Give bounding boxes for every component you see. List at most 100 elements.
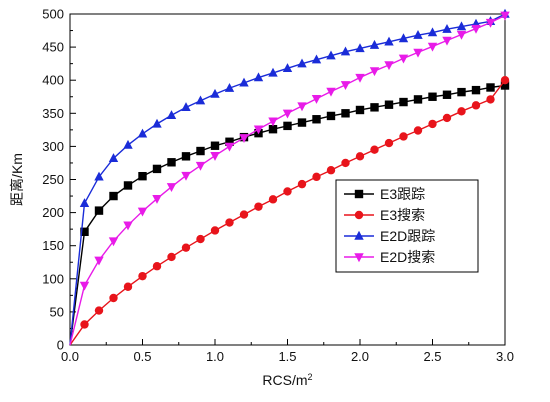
y-tick-label: 150	[42, 238, 64, 253]
series-1	[69, 81, 510, 346]
data-point	[413, 126, 423, 135]
data-point	[384, 36, 394, 46]
data-point	[79, 281, 90, 291]
data-point	[138, 271, 147, 281]
y-tick-label: 0	[57, 338, 64, 353]
x-tick-label: 3.0	[496, 349, 514, 364]
data-point	[413, 29, 423, 39]
data-point	[485, 18, 496, 28]
data-point	[282, 109, 293, 119]
data-point	[94, 171, 104, 181]
data-point	[254, 202, 263, 211]
data-point	[152, 194, 162, 204]
data-point	[282, 63, 293, 72]
data-point	[340, 46, 351, 56]
legend-marker	[354, 189, 364, 199]
data-point	[442, 36, 452, 46]
data-point	[486, 83, 495, 92]
series-2	[69, 76, 510, 346]
data-point	[210, 88, 220, 98]
data-point	[210, 141, 220, 150]
data-point	[442, 90, 452, 99]
data-point	[94, 256, 104, 266]
legend-label: E2D跟踪	[380, 228, 435, 244]
data-point	[268, 195, 278, 204]
data-point	[370, 103, 379, 112]
data-point	[428, 119, 437, 129]
data-point	[340, 81, 351, 91]
data-point	[181, 152, 191, 161]
data-point	[384, 100, 394, 109]
legend-item: E2D跟踪	[344, 228, 435, 244]
data-point	[109, 293, 118, 303]
x-tick-label: 2.0	[351, 349, 369, 364]
y-axis-title: 距离/Km	[9, 153, 25, 206]
data-point	[297, 179, 307, 189]
data-point	[225, 137, 234, 146]
data-point	[341, 158, 350, 168]
data-point	[239, 77, 249, 87]
data-point	[138, 171, 147, 181]
data-point	[123, 282, 133, 291]
data-point	[471, 101, 481, 110]
data-point	[253, 125, 264, 135]
data-point	[341, 109, 350, 118]
data-point	[398, 33, 409, 43]
y-axis-ticks: 0 50 100 150 200 250 300 350 400 450 500	[42, 7, 76, 353]
y-tick-label: 350	[42, 106, 64, 121]
data-point	[268, 124, 278, 134]
data-point	[181, 102, 191, 112]
data-point	[210, 151, 220, 161]
x-axis-title-sup: 2	[308, 372, 313, 382]
legend-label: E3跟踪	[380, 186, 425, 202]
y-tick-label: 400	[42, 73, 64, 88]
data-point	[500, 11, 510, 21]
data-point	[253, 72, 264, 82]
data-point	[195, 95, 206, 105]
x-tick-label: 1.5	[278, 349, 296, 364]
data-point	[442, 113, 452, 123]
data-point	[297, 118, 307, 127]
data-point	[283, 187, 292, 196]
data-point	[312, 115, 321, 124]
data-point	[500, 76, 510, 85]
y-tick-label: 250	[42, 172, 64, 187]
data-point	[80, 227, 89, 236]
data-point	[413, 48, 423, 58]
data-point	[123, 139, 133, 149]
data-point	[108, 153, 119, 163]
data-point	[137, 207, 148, 217]
data-point	[109, 191, 118, 201]
legend-label: E2D搜索	[380, 249, 435, 265]
y-tick-label: 300	[42, 139, 64, 154]
data-point	[224, 82, 235, 92]
data-point	[123, 221, 133, 231]
data-point	[268, 67, 278, 77]
data-point	[326, 87, 336, 97]
data-point	[312, 172, 321, 182]
y-tick-label: 50	[50, 304, 64, 319]
x-axis-title: RCS/m2	[262, 372, 312, 388]
data-point	[384, 138, 394, 148]
legend-item: E2D搜索	[344, 249, 435, 265]
x-tick-label: 2.5	[423, 349, 441, 364]
data-point	[196, 146, 205, 156]
data-point	[311, 54, 322, 64]
data-point	[456, 30, 467, 40]
data-point	[239, 134, 249, 143]
data-point	[80, 320, 89, 329]
data-point	[355, 152, 365, 161]
legend-item: E3搜索	[344, 207, 425, 223]
data-point	[399, 132, 408, 141]
data-point	[94, 206, 104, 215]
legend-marker	[354, 230, 364, 240]
data-point	[427, 27, 438, 37]
data-point	[457, 107, 466, 116]
data-point	[166, 110, 177, 119]
data-point	[224, 142, 235, 152]
legend-label: E3搜索	[380, 207, 425, 223]
data-point	[456, 21, 467, 31]
data-point	[355, 73, 365, 83]
data-point	[79, 198, 90, 208]
